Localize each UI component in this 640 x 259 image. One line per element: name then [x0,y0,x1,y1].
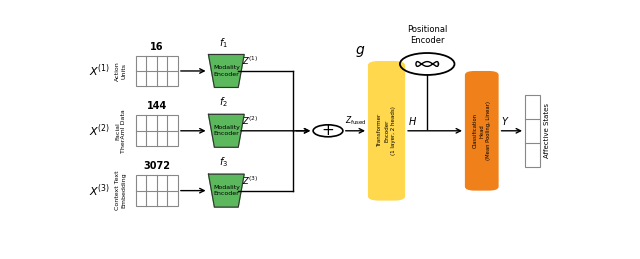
Polygon shape [209,114,244,147]
Text: Positional
Encoder: Positional Encoder [407,25,447,45]
Text: Modality
Encoder: Modality Encoder [213,65,240,77]
Text: $X^{(2)}$: $X^{(2)}$ [89,123,111,139]
FancyBboxPatch shape [368,61,405,200]
Text: 16: 16 [150,41,164,52]
Text: Modality
Encoder: Modality Encoder [213,125,240,136]
Bar [136,55,178,87]
Bar [525,95,540,167]
Text: Context Text
Embedding: Context Text Embedding [115,171,126,210]
Text: Classification
Head
(Mean Pooling, Linear): Classification Head (Mean Pooling, Linea… [473,101,491,160]
Text: $Z^{(2)}$: $Z^{(2)}$ [242,115,259,127]
Text: $Z^{(1)}$: $Z^{(1)}$ [242,55,259,67]
Text: $Y$: $Y$ [501,115,509,127]
Text: Transformer
Encoder
(1 layer, 2 heads): Transformer Encoder (1 layer, 2 heads) [378,106,396,155]
Polygon shape [209,174,244,207]
Text: $Z_{\mathrm{fused}}$: $Z_{\mathrm{fused}}$ [346,114,367,127]
Text: $X^{(1)}$: $X^{(1)}$ [89,63,111,79]
FancyBboxPatch shape [465,71,499,191]
Text: $Z^{(3)}$: $Z^{(3)}$ [242,175,259,187]
Text: $f_3$: $f_3$ [220,155,228,169]
Text: $X^{(3)}$: $X^{(3)}$ [89,182,111,199]
Bar [136,175,178,206]
Text: Action
Units: Action Units [115,61,126,81]
Text: $H$: $H$ [408,115,417,127]
Polygon shape [209,54,244,88]
Text: Modality
Encoder: Modality Encoder [213,185,240,196]
Text: 144: 144 [147,101,167,111]
Bar [136,115,178,146]
Text: Facial
TherAmI Data: Facial TherAmI Data [115,109,126,153]
Text: $f_2$: $f_2$ [220,96,228,109]
Text: $+$: $+$ [321,123,335,138]
Text: $f_1$: $f_1$ [220,36,228,49]
Text: 3072: 3072 [143,161,170,171]
Text: $g$: $g$ [355,44,365,59]
Text: Affective States: Affective States [544,103,550,158]
